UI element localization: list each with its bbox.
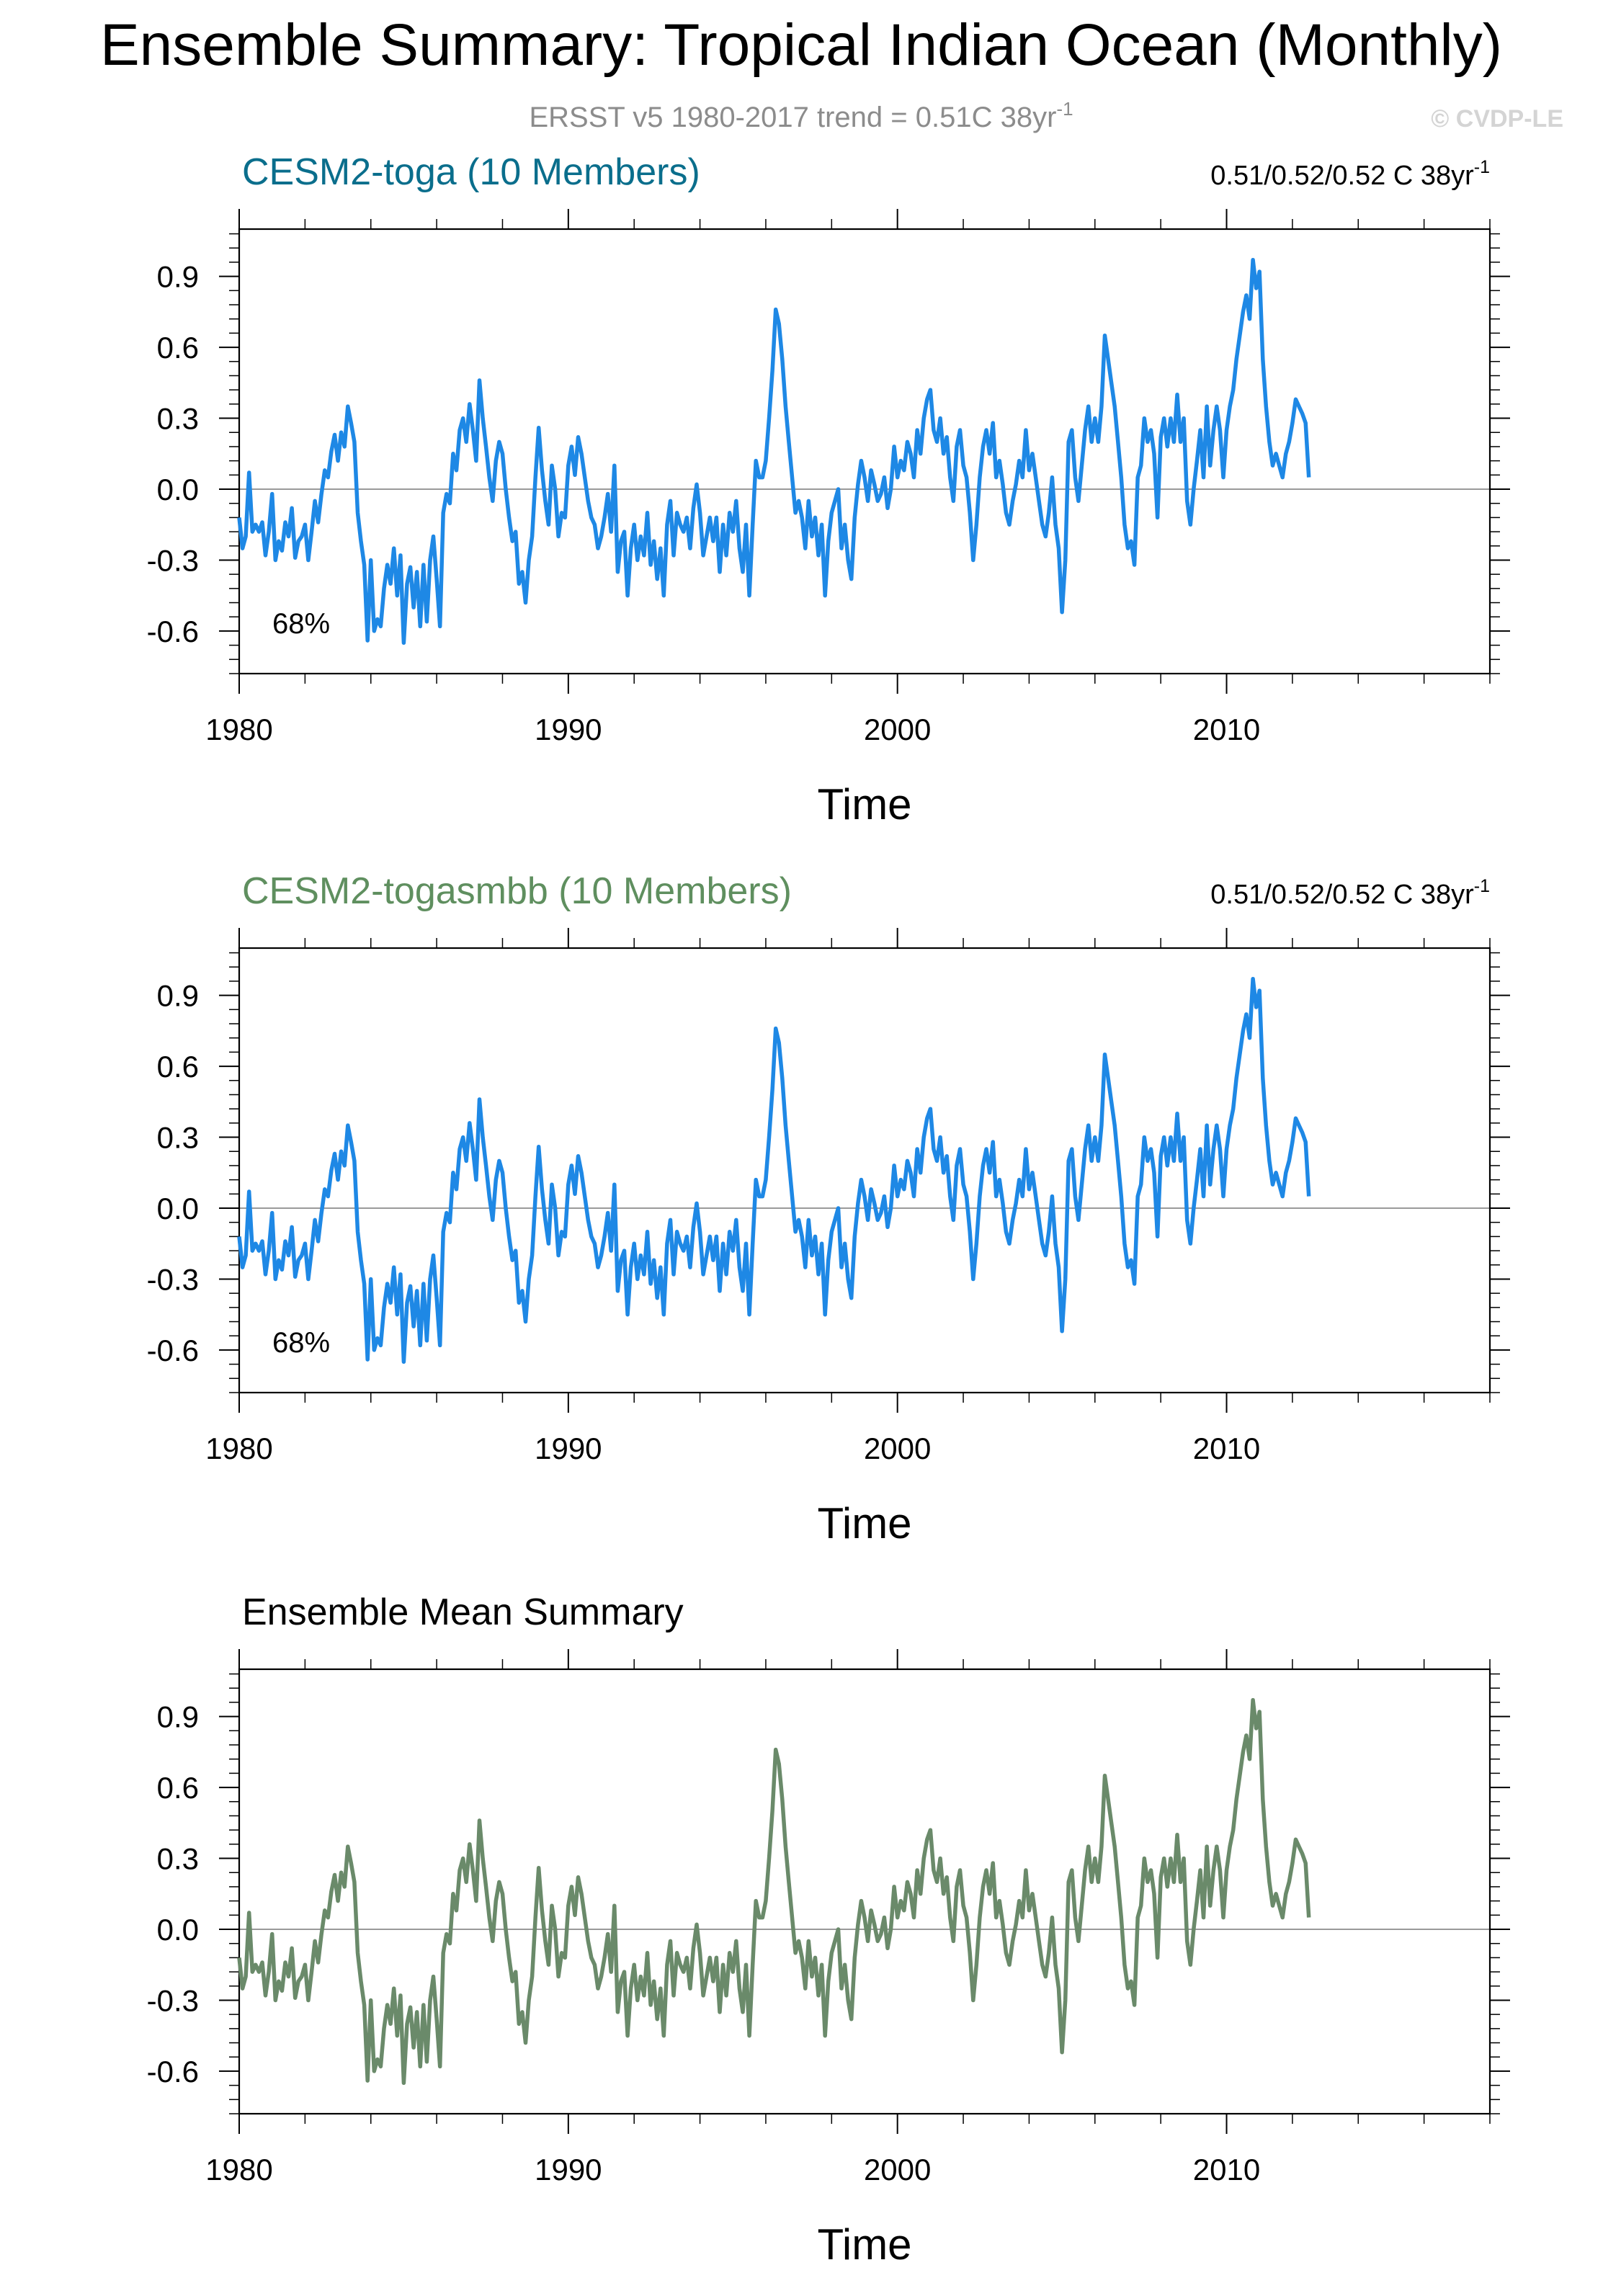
page-subtitle-exponent: -1: [1056, 98, 1073, 120]
y-tick-label: 0.0: [157, 473, 199, 506]
x-tick-label: 2000: [864, 713, 931, 746]
chart-panel-3: Ensemble Mean Summary 1980 1990 2000 2010 -0.…: [147, 1591, 1510, 2269]
watermark: © CVDP-LE: [1431, 105, 1563, 133]
x-tick-label: 2010: [1193, 2153, 1260, 2186]
plot-frame: [238, 1668, 1491, 2115]
panel-trend-exponent: -1: [1474, 157, 1490, 177]
x-axis-title: Time: [817, 2220, 911, 2269]
panel-trend: 0.51/0.52/0.52 C 38yr-1: [1210, 876, 1490, 910]
y-tick-label: 0.6: [157, 331, 199, 365]
x-tick-label: 2000: [864, 2153, 931, 2186]
y-tick-label: -0.3: [147, 1262, 199, 1296]
plot-frame: [238, 228, 1491, 675]
x-axis-title: Time: [817, 1499, 911, 1547]
x-tick-label: 2010: [1193, 713, 1260, 746]
plot-frame: [238, 947, 1491, 1394]
x-tick-label: 1980: [205, 2153, 272, 2186]
panel-trend-text: 0.51/0.52/0.52 C 38yr: [1210, 880, 1474, 910]
y-tick-label: 0.0: [157, 1913, 199, 1947]
panel-title: CESM2-togasmbb (10 Members): [242, 870, 792, 912]
chart-panel-1: CESM2-toga (10 Members) 0.51/0.52/0.52 C …: [147, 151, 1510, 828]
x-tick-label: 1990: [535, 713, 602, 746]
chart-panel-2: CESM2-togasmbb (10 Members) 0.51/0.52/0.5…: [147, 870, 1510, 1547]
panel-trend-text: 0.51/0.52/0.52 C 38yr: [1210, 161, 1474, 191]
x-tick-label: 1990: [535, 2153, 602, 2186]
page-subtitle-text: ERSST v5 1980-2017 trend = 0.51C 38yr: [529, 102, 1056, 133]
panel-annotation: 68%: [272, 1327, 330, 1359]
panel-trend: 0.51/0.52/0.52 C 38yr-1: [1210, 157, 1490, 191]
y-tick-label: -0.6: [147, 2055, 199, 2089]
y-tick-label: 0.9: [157, 260, 199, 294]
y-tick-label: -0.6: [147, 615, 199, 648]
panel-title: CESM2-toga (10 Members): [242, 151, 700, 193]
page-subtitle: ERSST v5 1980-2017 trend = 0.51C 38yr-1: [529, 98, 1073, 133]
y-tick-label: -0.3: [147, 1983, 199, 2017]
panel-trend-exponent: -1: [1474, 876, 1490, 896]
y-tick-label: 0.6: [157, 1050, 199, 1084]
chart-panels: CESM2-toga (10 Members) 0.51/0.52/0.52 C …: [147, 151, 1510, 2269]
y-tick-label: 0.3: [157, 1121, 199, 1155]
x-tick-label: 2010: [1193, 1431, 1260, 1465]
x-tick-label: 1980: [205, 1431, 272, 1465]
y-tick-label: 0.3: [157, 1842, 199, 1876]
y-tick-label: -0.6: [147, 1334, 199, 1367]
y-tick-label: 0.0: [157, 1192, 199, 1225]
panel-annotation: 68%: [272, 608, 330, 640]
data-line: [237, 1697, 1311, 2086]
y-tick-label: -0.3: [147, 543, 199, 577]
x-axis-title: Time: [817, 780, 911, 828]
y-tick-label: 0.9: [157, 1700, 199, 1734]
y-tick-label: 0.6: [157, 1771, 199, 1805]
x-tick-label: 2000: [864, 1431, 931, 1465]
data-line: [237, 257, 1311, 646]
data-line: [237, 976, 1311, 1364]
panel-title: Ensemble Mean Summary: [242, 1591, 684, 1633]
page-title: Ensemble Summary: Tropical Indian Ocean …: [100, 12, 1502, 78]
y-tick-label: 0.3: [157, 402, 199, 436]
x-tick-label: 1990: [535, 1431, 602, 1465]
x-tick-label: 1980: [205, 713, 272, 746]
y-tick-label: 0.9: [157, 979, 199, 1013]
